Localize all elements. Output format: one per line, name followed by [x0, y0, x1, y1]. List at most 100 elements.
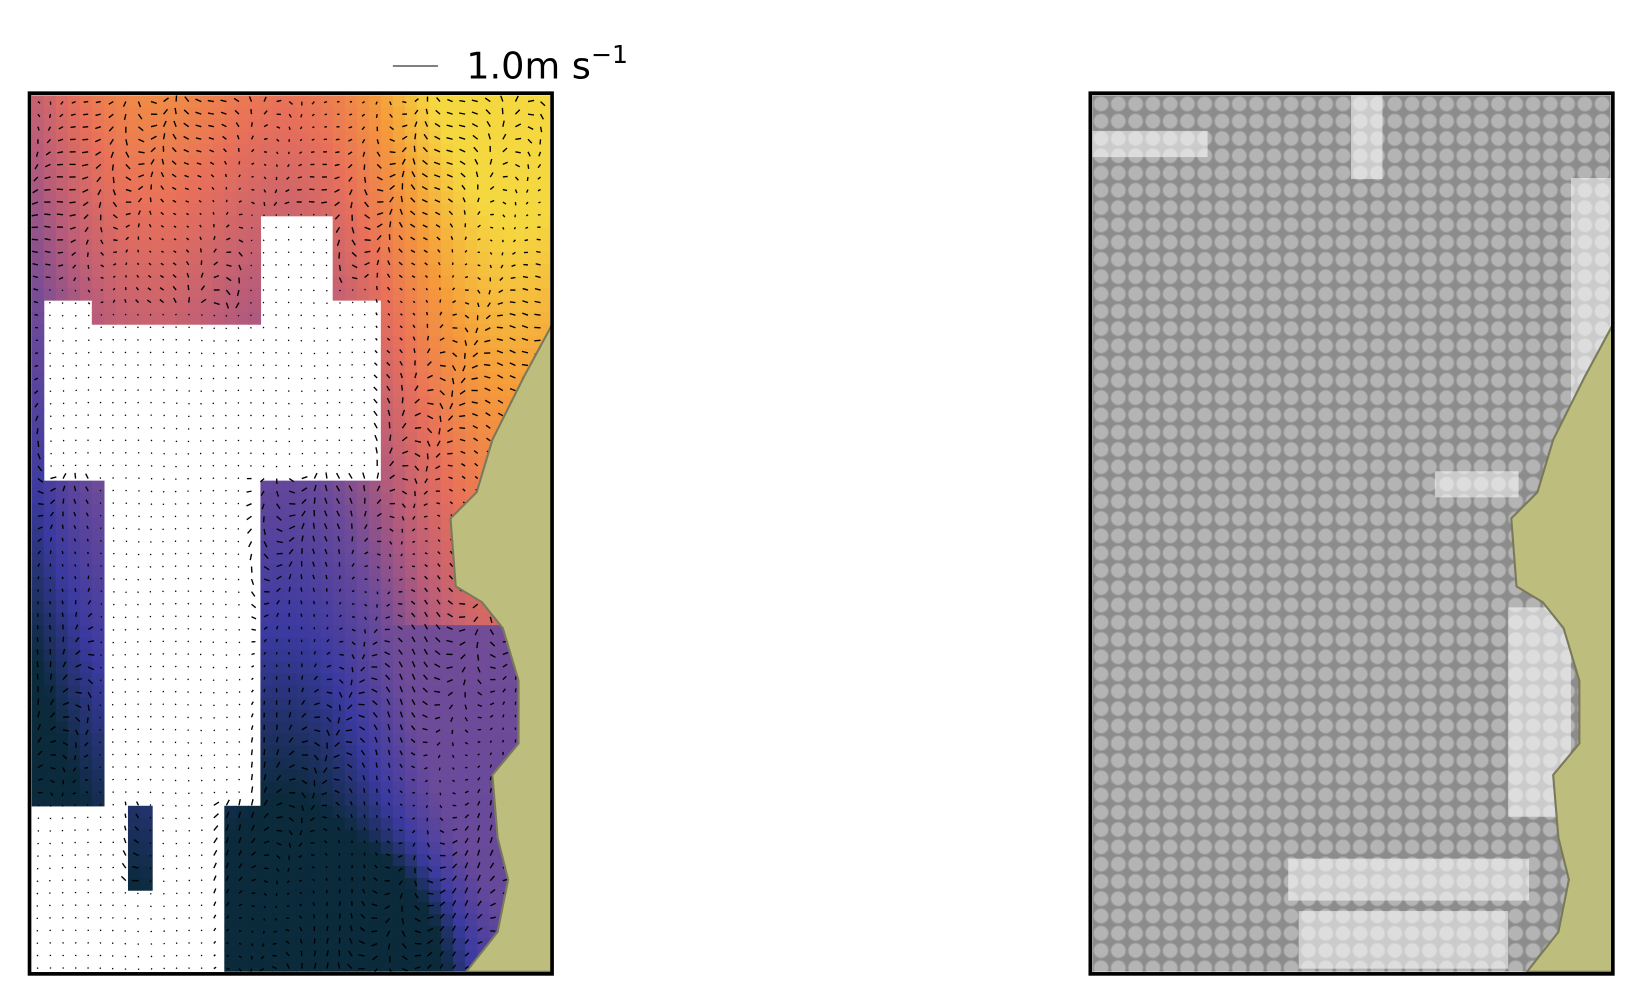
vector	[477, 861, 481, 869]
vector	[276, 503, 281, 510]
cell	[320, 576, 334, 590]
cell	[513, 251, 526, 265]
vector	[212, 552, 215, 555]
vector	[387, 711, 391, 718]
vector	[61, 314, 64, 317]
cell	[441, 179, 454, 193]
vector	[276, 126, 281, 129]
vector	[138, 138, 145, 143]
vector	[49, 842, 52, 845]
cell	[67, 781, 81, 795]
cell	[296, 155, 310, 169]
vector	[386, 337, 391, 341]
vector	[112, 214, 118, 219]
cell	[188, 203, 201, 217]
cell	[79, 540, 93, 554]
vector	[287, 377, 290, 380]
vector	[162, 540, 164, 543]
vector	[112, 389, 114, 391]
cell	[380, 878, 394, 891]
vector	[411, 636, 416, 643]
cell	[513, 167, 526, 181]
cell	[115, 312, 129, 325]
cell	[356, 793, 370, 807]
cell	[188, 95, 201, 108]
cell	[501, 275, 514, 289]
cell	[429, 745, 442, 759]
cell	[465, 613, 478, 626]
vector	[213, 716, 216, 719]
vector	[34, 364, 39, 368]
vector	[199, 615, 202, 618]
vector	[324, 561, 328, 567]
cell	[308, 878, 322, 891]
vector	[33, 176, 39, 182]
cell	[344, 781, 358, 795]
cell	[429, 504, 442, 518]
vector	[301, 440, 304, 443]
cell	[67, 143, 81, 157]
cell	[260, 721, 274, 735]
vector	[399, 750, 403, 756]
vector	[150, 490, 153, 493]
vector	[75, 636, 80, 643]
cell	[441, 95, 454, 108]
cell	[344, 649, 358, 662]
vector	[334, 741, 340, 748]
cell	[453, 781, 466, 795]
vector	[62, 485, 66, 492]
cell	[489, 396, 502, 410]
vector	[412, 158, 416, 165]
vector	[112, 552, 115, 555]
cell	[441, 312, 454, 325]
vector	[209, 161, 215, 165]
vector	[113, 263, 117, 266]
vector	[187, 615, 190, 618]
cell	[43, 227, 57, 241]
vector	[427, 880, 434, 884]
cell	[416, 613, 430, 626]
cell	[344, 817, 358, 831]
vector	[477, 927, 483, 932]
cell	[140, 287, 153, 301]
vector	[83, 214, 89, 220]
vector	[72, 767, 77, 772]
vector	[422, 674, 428, 681]
cell	[429, 649, 442, 662]
cell	[332, 866, 346, 879]
vector	[338, 289, 341, 292]
vector	[225, 691, 228, 694]
vector	[398, 221, 403, 228]
vector	[288, 712, 292, 718]
vector	[137, 653, 139, 656]
cell	[465, 480, 478, 494]
vector	[363, 629, 367, 634]
cell	[91, 131, 105, 145]
cell	[308, 829, 322, 843]
cell	[416, 841, 430, 855]
cell	[416, 829, 430, 843]
vector	[174, 665, 177, 668]
vector	[458, 628, 466, 632]
vector	[289, 778, 296, 781]
vector	[389, 515, 395, 519]
cell	[356, 227, 370, 241]
vector	[238, 251, 243, 257]
cell	[272, 950, 286, 963]
cell	[392, 504, 406, 518]
vector	[338, 264, 342, 271]
vector	[471, 99, 478, 103]
vector	[74, 472, 77, 479]
cell	[248, 263, 262, 277]
vector	[400, 195, 403, 203]
cell	[43, 119, 57, 133]
vector	[350, 679, 353, 686]
vector	[439, 938, 444, 944]
cell	[224, 251, 237, 265]
vector	[276, 774, 282, 781]
cell	[140, 179, 153, 193]
vector	[186, 237, 190, 241]
vector	[400, 565, 403, 569]
vector	[489, 862, 495, 869]
vector	[461, 463, 466, 467]
